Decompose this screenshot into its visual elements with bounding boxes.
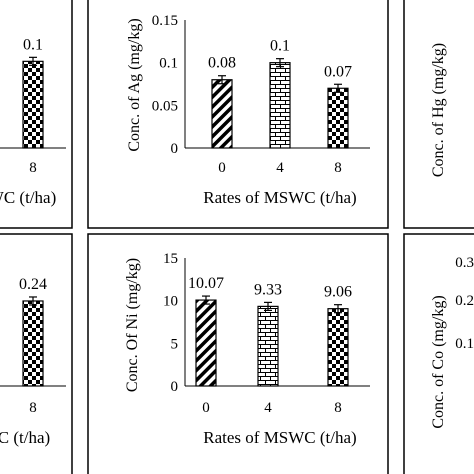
panel-top-center: Conc. of Ag (mg/kg) 0 0.05 0.1 0.15 0.08 0 0.1 4… (126, 13, 370, 207)
y-tick-label: 15 (163, 251, 178, 267)
x-axis-label: C (t/ha) (0, 428, 50, 447)
y-tick-label: 0.2 (455, 293, 474, 309)
y-axis-label: Conc. of Ag (mg/kg) (126, 18, 143, 151)
data-label: 0.1 (270, 38, 290, 55)
bar (269, 62, 291, 149)
y-tick-label: 0.15 (152, 13, 178, 29)
y-axis-label: Conc. Of Ni (mg/kg) (124, 258, 141, 392)
x-axis-label: Rates of MSWC (t/ha) (203, 188, 356, 207)
bar (327, 308, 349, 387)
bar (22, 60, 44, 149)
data-label: 0.07 (324, 63, 352, 80)
data-label: 9.06 (324, 284, 352, 301)
x-tick-label: 8 (29, 400, 37, 416)
data-label: 10.07 (188, 275, 224, 292)
data-label: 0.08 (208, 55, 236, 72)
bar (257, 305, 279, 387)
bar (22, 300, 44, 387)
panel-bottom-right: Conc. of Co (mg/kg) 0.3 0.2 0.1 (430, 255, 474, 429)
panel-bottom-left: 0.24 8 C (t/ha) (0, 276, 66, 447)
panel-frame-top-center (87, 0, 389, 229)
y-tick-label: 0 (171, 379, 179, 395)
x-tick-label: 8 (334, 160, 342, 176)
data-label: 0.1 (23, 36, 43, 53)
y-tick-label: 0.05 (152, 98, 178, 114)
y-tick-label: 0.1 (159, 56, 178, 72)
y-axis-label: Conc. of Hg (mg/kg) (430, 43, 447, 177)
y-axis-label: Conc. of Co (mg/kg) (430, 295, 447, 428)
bar (211, 79, 233, 149)
x-tick-label: 0 (218, 160, 226, 176)
x-tick-label: 8 (29, 160, 37, 176)
x-tick-label: 4 (276, 160, 284, 176)
x-axis-label: Rates of MSWC (t/ha) (203, 428, 356, 447)
y-tick-label: 0.1 (455, 336, 474, 352)
x-tick-label: 8 (334, 400, 342, 416)
x-axis-label: WC (t/ha) (0, 188, 56, 207)
panel-top-left: 0.1 8 WC (t/ha) (0, 36, 66, 207)
y-tick-label: 0 (171, 141, 179, 157)
bar (195, 299, 217, 387)
panel-frame-bottom-left (0, 233, 73, 474)
y-tick-label: 10 (163, 294, 178, 310)
panel-frame-top-left (0, 0, 73, 229)
x-tick-label: 4 (264, 400, 272, 416)
x-tick-label: 0 (202, 400, 210, 416)
y-tick-label: 5 (171, 336, 179, 352)
panel-frame-bottom-right (403, 233, 474, 474)
y-tick-label: 0.3 (455, 255, 474, 271)
bar (327, 87, 349, 149)
data-label: 0.24 (19, 276, 47, 293)
panel-frame-top-right (403, 0, 474, 229)
panel-frame-bottom-center (87, 233, 389, 474)
data-label: 9.33 (254, 281, 282, 298)
panel-bottom-center: Conc. Of Ni (mg/kg) 0 5 10 15 10.07 0 9.33 4 9.06… (124, 251, 370, 447)
panel-top-right: Conc. of Hg (mg/kg) (430, 43, 447, 177)
